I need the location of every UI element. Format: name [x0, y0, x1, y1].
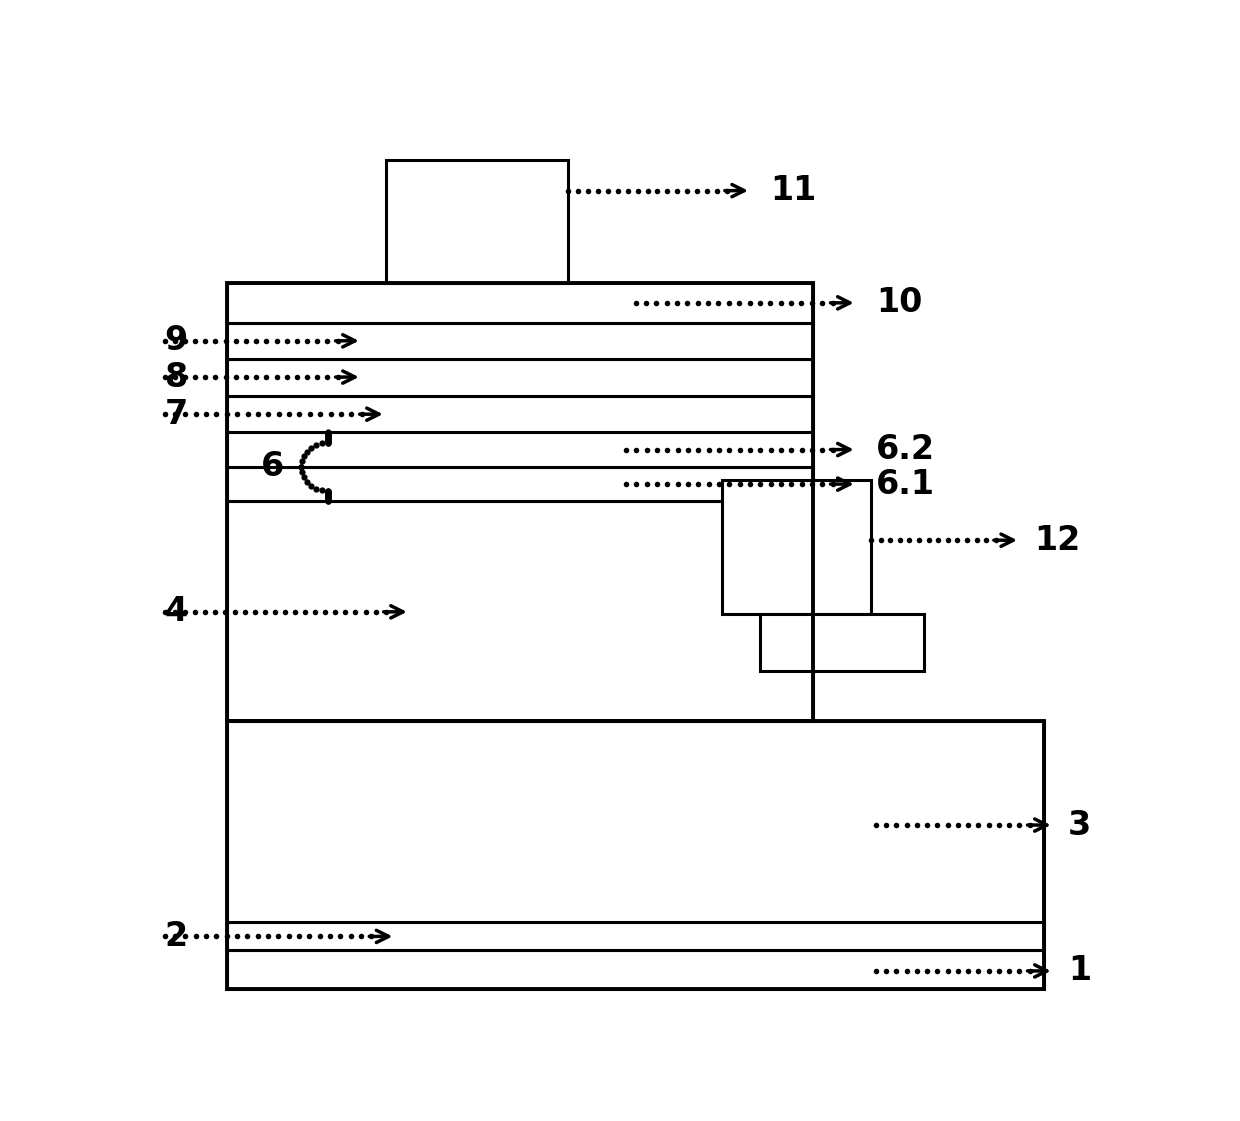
Bar	[386, 160, 568, 282]
Text: 7: 7	[165, 398, 188, 430]
Bar	[227, 921, 1044, 951]
Bar	[227, 722, 1044, 989]
Bar	[227, 433, 813, 466]
Text: 12: 12	[1034, 524, 1080, 557]
Text: 6.2: 6.2	[875, 433, 935, 466]
Text: 9: 9	[165, 324, 188, 358]
Text: 4: 4	[165, 595, 187, 629]
Bar	[760, 613, 924, 671]
Text: 10: 10	[875, 286, 923, 319]
Bar	[227, 282, 813, 323]
Bar	[227, 466, 813, 501]
Bar	[227, 359, 813, 396]
Text: 11: 11	[770, 174, 816, 207]
Bar	[227, 722, 1044, 921]
Bar	[227, 323, 813, 359]
Text: 2: 2	[165, 920, 187, 953]
Text: 6: 6	[260, 451, 284, 483]
Text: 8: 8	[165, 361, 188, 393]
Bar	[722, 480, 870, 613]
Bar	[227, 396, 813, 433]
Bar	[227, 501, 813, 722]
Text: 6.1: 6.1	[875, 467, 935, 501]
Bar	[227, 951, 1044, 989]
Bar	[227, 282, 813, 722]
Text: 3: 3	[1068, 808, 1091, 842]
Text: 1: 1	[1068, 954, 1091, 988]
